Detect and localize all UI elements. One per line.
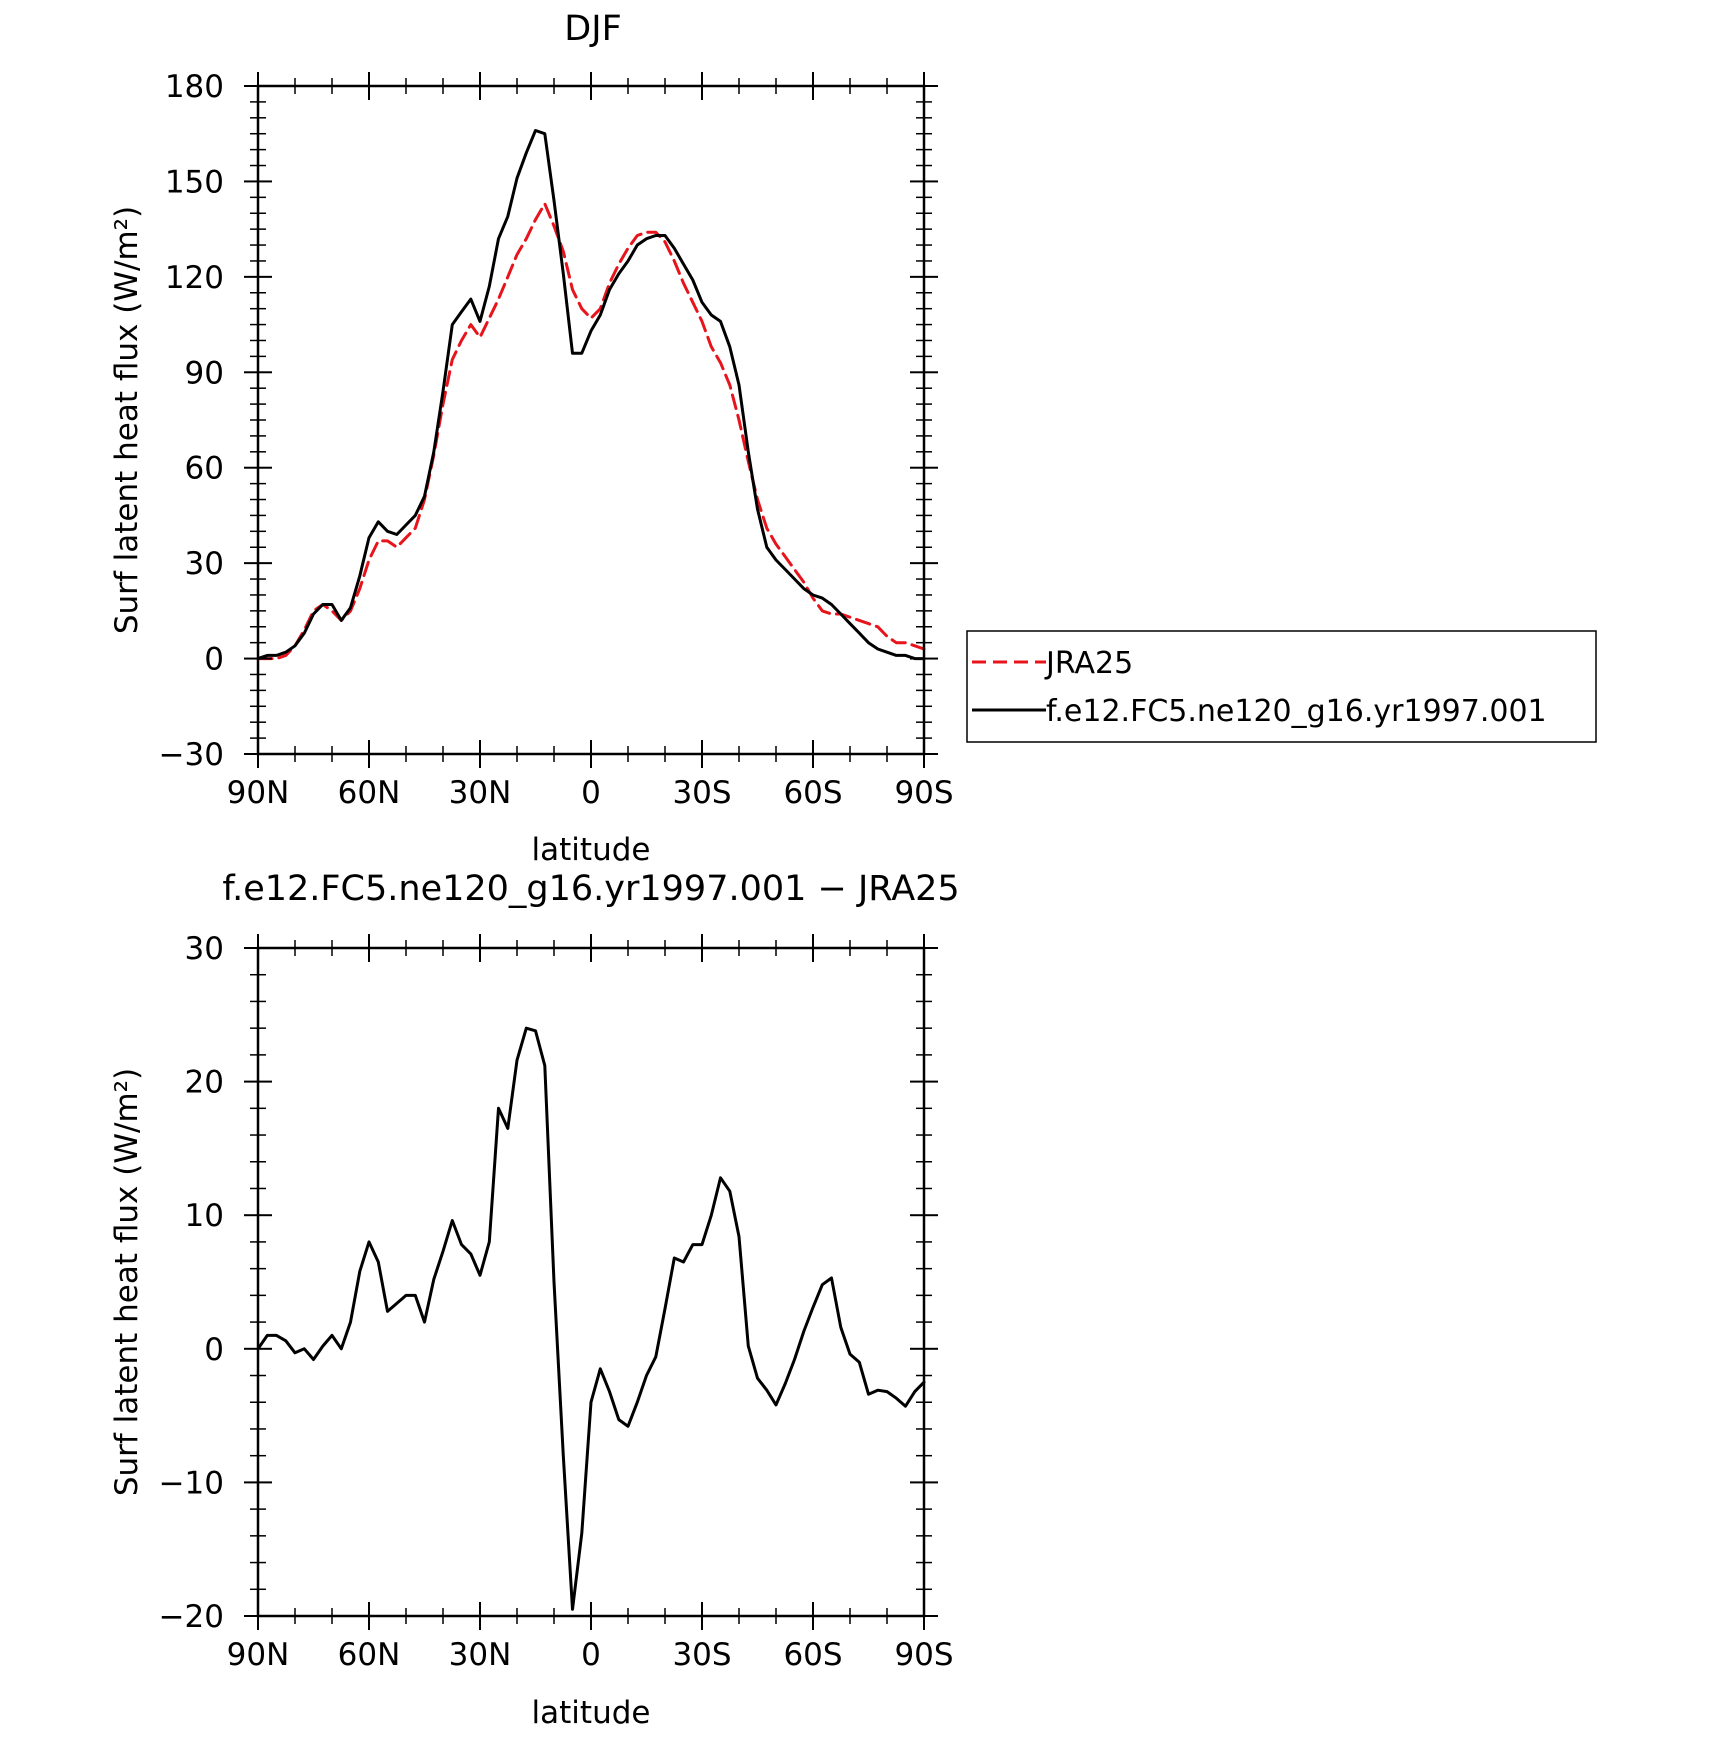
bottom-series-group (256, 1026, 926, 1611)
top-series-group (256, 129, 926, 661)
top-panel: DJF 90N 60N 30N 0 30S 60S 90S −30 0 30 60 90 120 150 1… (109, 9, 1597, 868)
bottom-x-tick-label: 60S (783, 1637, 842, 1673)
bottom-y-axis-label: Surf latent heat flux (W/m²) (109, 1068, 145, 1496)
bottom-series-line-difference (256, 1026, 926, 1611)
top-x-tick-label: 60N (338, 775, 401, 811)
top-x-tick-label: 60S (783, 775, 842, 811)
bottom-x-tick-label: 90N (227, 1637, 290, 1673)
bottom-x-tick-label: 90S (894, 1637, 953, 1673)
bottom-y-tick-label: 30 (185, 931, 224, 967)
bottom-y-tick-label: 20 (185, 1065, 224, 1101)
legend-label-model: f.e12.FC5.ne120_g16.yr1997.001 (1046, 694, 1547, 729)
top-y-tick-label: 180 (165, 69, 224, 105)
bottom-x-tick-label: 30S (672, 1637, 731, 1673)
bottom-x-axis-label: latitude (532, 1695, 651, 1731)
top-y-tick-label: 60 (185, 451, 224, 487)
top-y-axis-label: Surf latent heat flux (W/m²) (109, 206, 145, 634)
top-x-tick-label: 0 (581, 775, 601, 811)
top-series-line-jra25 (256, 202, 926, 661)
top-x-tick-label: 30S (672, 775, 731, 811)
top-y-tick-label: −30 (159, 737, 224, 773)
top-y-tick-label: 150 (165, 164, 224, 200)
top-y-tick-label: 120 (165, 260, 224, 296)
bottom-ticks-group: 90N 60N 30N 0 30S 60S 90S −20 −10 0 10 20 30 (159, 931, 954, 1673)
top-series-line-f-e12-fc5-ne120-g16-yr1997-001 (256, 129, 926, 661)
bottom-plot-title: f.e12.FC5.ne120_g16.yr1997.001 − JRA25 (222, 869, 959, 909)
bottom-panel: f.e12.FC5.ne120_g16.yr1997.001 − JRA25 9… (109, 869, 960, 1731)
top-ticks-group: 90N 60N 30N 0 30S 60S 90S −30 0 30 60 90 120 150 180 (159, 69, 954, 811)
top-plot-title: DJF (564, 9, 621, 49)
top-x-tick-label: 90N (227, 775, 290, 811)
top-y-tick-label: 90 (185, 355, 224, 391)
top-x-tick-label: 90S (894, 775, 953, 811)
bottom-y-tick-label: −20 (159, 1599, 224, 1635)
top-x-tick-label: 30N (449, 775, 512, 811)
bottom-y-tick-label: 0 (204, 1332, 224, 1368)
bottom-plot-frame (256, 946, 926, 1618)
bottom-y-tick-label: 10 (185, 1198, 224, 1234)
legend: JRA25 f.e12.FC5.ne120_g16.yr1997.001 (966, 630, 1597, 743)
legend-box (966, 630, 1597, 743)
top-y-tick-label: 0 (204, 642, 224, 678)
bottom-x-tick-label: 30N (449, 1637, 512, 1673)
legend-label-jra25: JRA25 (1044, 646, 1133, 681)
bottom-y-tick-label: −10 (159, 1465, 224, 1501)
bottom-x-tick-label: 60N (338, 1637, 401, 1673)
top-x-axis-label: latitude (532, 832, 651, 868)
top-plot-frame (256, 84, 926, 756)
bottom-x-tick-label: 0 (581, 1637, 601, 1673)
top-y-tick-label: 30 (185, 546, 224, 582)
